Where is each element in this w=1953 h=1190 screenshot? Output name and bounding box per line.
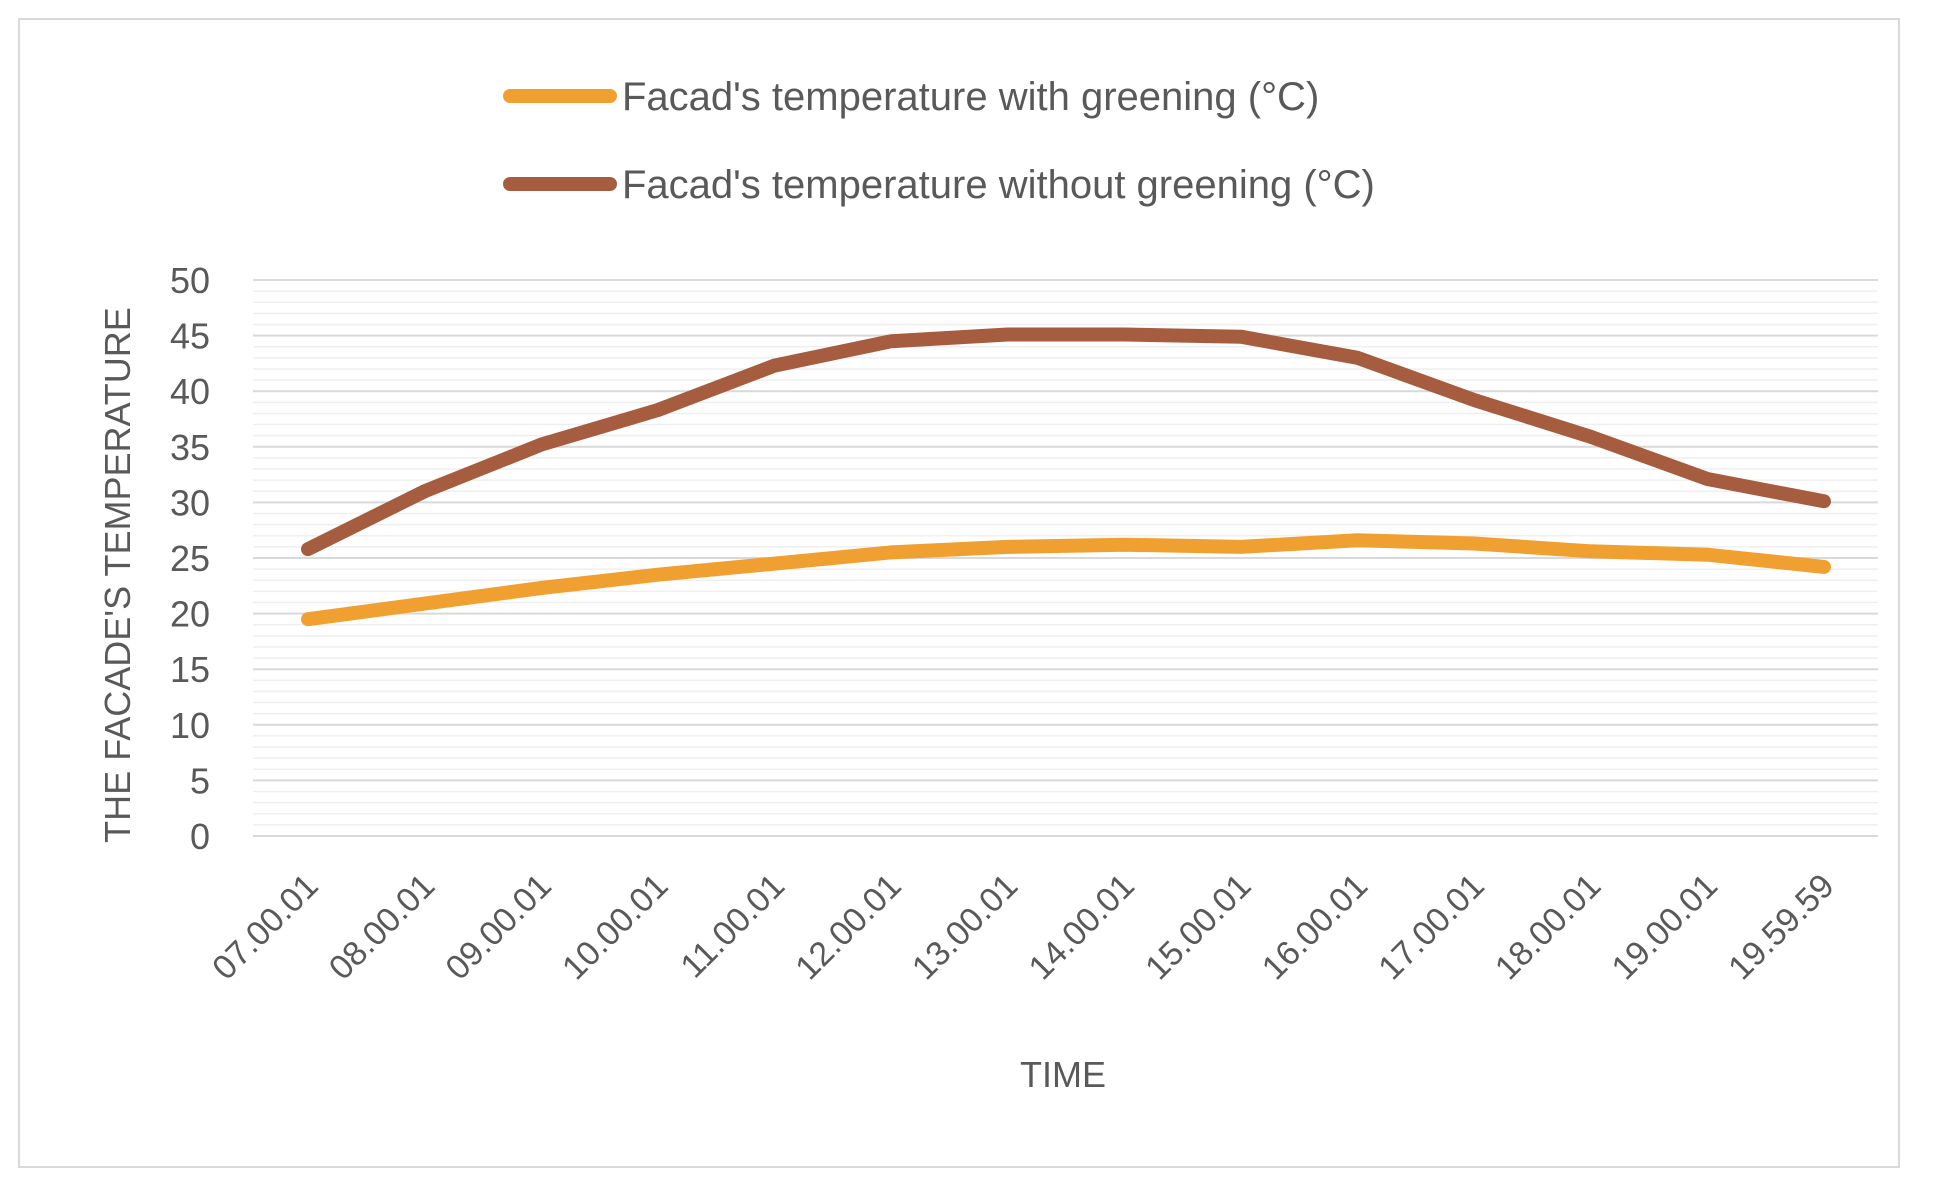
x-tick-label: 10.00.01 — [555, 867, 675, 987]
y-tick-label: 20 — [170, 594, 210, 635]
series-line-with-greening — [301, 533, 1831, 627]
minor-gridlines — [253, 290, 1878, 826]
x-tick-label: 14.00.01 — [1022, 867, 1142, 987]
x-tick-label: 19.59.59 — [1721, 867, 1841, 987]
series-line-without-greening — [301, 327, 1831, 557]
x-tick-label: 15.00.01 — [1138, 867, 1258, 987]
x-tick-label: 18.00.01 — [1488, 867, 1608, 987]
x-tick-label: 11.00.01 — [673, 867, 792, 986]
y-tick-label: 25 — [170, 538, 210, 579]
x-tick-label: 07.00.01 — [205, 867, 325, 987]
x-tick-label: 12.00.01 — [788, 867, 908, 987]
x-tick-label: 17.00.01 — [1371, 867, 1491, 987]
x-tick-label: 13.00.01 — [905, 867, 1025, 987]
y-tick-label: 35 — [170, 427, 210, 468]
y-tick-label: 0 — [190, 816, 210, 857]
legend-label-without-greening: Facad's temperature without greening (°C… — [622, 163, 1375, 207]
y-tick-label: 5 — [190, 760, 210, 801]
chart-frame — [18, 18, 1900, 1168]
legend-label-with-greening: Facad's temperature with greening (°C) — [622, 75, 1319, 119]
x-tick-label: 19.00.01 — [1605, 867, 1725, 987]
x-axis-title: TIME — [1020, 1054, 1106, 1095]
y-axis-title: THE FACADE'S TEMPERATURE — [97, 307, 138, 843]
x-axis-ticks: 07.00.0108.00.0109.00.0110.00.0111.00.01… — [205, 867, 1841, 987]
x-tick-label: 08.00.01 — [322, 867, 442, 987]
y-tick-label: 15 — [170, 649, 210, 690]
x-tick-label: 09.00.01 — [438, 867, 558, 987]
y-tick-label: 50 — [170, 260, 210, 301]
y-tick-label: 45 — [170, 316, 210, 357]
y-tick-label: 10 — [170, 705, 210, 746]
y-tick-label: 40 — [170, 371, 210, 412]
y-tick-label: 30 — [170, 482, 210, 523]
legend: Facad's temperature with greening (°C) F… — [503, 75, 1375, 207]
x-tick-label: 16.00.01 — [1255, 867, 1375, 987]
series-lines — [301, 327, 1831, 627]
y-axis-ticks: 0 5 10 15 20 25 30 35 40 45 50 — [170, 260, 210, 857]
